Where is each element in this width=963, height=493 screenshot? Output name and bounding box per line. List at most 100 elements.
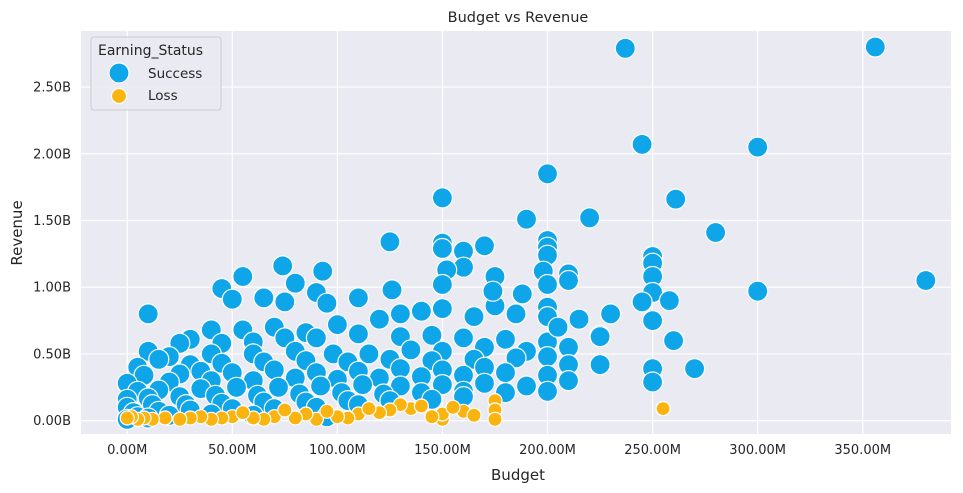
point-success bbox=[641, 371, 664, 393]
y-tick-label: 1.50B bbox=[33, 214, 71, 229]
x-tick-label: 100.00M bbox=[309, 443, 366, 458]
point-loss bbox=[487, 411, 503, 427]
y-tick-label: 2.50B bbox=[33, 81, 71, 96]
point-success bbox=[431, 187, 453, 209]
point-success bbox=[421, 324, 443, 346]
point-success bbox=[747, 280, 769, 302]
point-success bbox=[347, 323, 369, 345]
point-success bbox=[267, 376, 290, 398]
point-success bbox=[665, 188, 687, 210]
point-success bbox=[473, 235, 496, 257]
point-success bbox=[312, 260, 334, 282]
point-success bbox=[225, 376, 248, 398]
point-success bbox=[272, 255, 294, 277]
point-success bbox=[347, 287, 369, 309]
y-tick-label: 2.00B bbox=[33, 147, 71, 162]
point-success bbox=[536, 163, 559, 185]
x-tick-label: 250.00M bbox=[624, 443, 681, 458]
point-success bbox=[658, 290, 681, 312]
point-loss bbox=[361, 401, 377, 417]
x-tick-label: 50.00M bbox=[208, 443, 256, 458]
x-tick-label: 150.00M bbox=[414, 443, 471, 458]
point-success bbox=[536, 346, 559, 368]
point-loss bbox=[413, 398, 429, 414]
point-success bbox=[631, 133, 653, 155]
y-axis-ticks: 0.00B 0.50B 1.00B 1.50B 2.00B 2.50B bbox=[33, 81, 71, 430]
point-success bbox=[379, 231, 401, 253]
point-success bbox=[263, 359, 285, 381]
point-success bbox=[400, 339, 422, 361]
point-success bbox=[557, 370, 580, 392]
point-success bbox=[381, 279, 403, 301]
point-success bbox=[305, 327, 327, 349]
point-success bbox=[221, 288, 243, 310]
point-success bbox=[482, 280, 504, 302]
point-success bbox=[662, 330, 685, 352]
legend: Earning_Status Success Loss bbox=[90, 36, 222, 111]
point-success bbox=[511, 283, 533, 305]
point-success bbox=[431, 374, 453, 396]
x-tick-label: 350.00M bbox=[834, 443, 891, 458]
point-success bbox=[505, 303, 527, 325]
point-success bbox=[505, 347, 527, 369]
point-success bbox=[368, 308, 390, 330]
x-tick-label: 300.00M bbox=[729, 443, 786, 458]
x-tick-label: 200.00M bbox=[519, 443, 576, 458]
y-axis-title: Revenue bbox=[8, 200, 26, 265]
y-tick-label: 1.00B bbox=[33, 281, 71, 296]
point-success bbox=[316, 292, 338, 314]
point-success bbox=[704, 221, 727, 244]
point-success bbox=[631, 291, 653, 313]
legend-title: Earning_Status bbox=[98, 43, 203, 59]
point-success bbox=[148, 348, 170, 370]
point-loss bbox=[655, 401, 671, 417]
legend-marker-success bbox=[108, 62, 130, 84]
y-tick-label: 0.00B bbox=[33, 414, 71, 429]
point-loss bbox=[445, 399, 461, 415]
point-success bbox=[864, 36, 886, 58]
point-success bbox=[326, 314, 348, 336]
point-success bbox=[641, 310, 664, 332]
point-success bbox=[536, 380, 559, 402]
point-success bbox=[452, 327, 475, 349]
legend-label-success: Success bbox=[148, 66, 202, 82]
point-loss bbox=[287, 410, 303, 426]
point-success bbox=[232, 265, 254, 288]
x-tick-label: 0.00M bbox=[107, 443, 147, 458]
point-success bbox=[431, 273, 453, 296]
point-success bbox=[352, 374, 374, 396]
point-success bbox=[473, 372, 496, 394]
point-success bbox=[389, 303, 411, 325]
point-success bbox=[431, 237, 453, 260]
chart-title: Budget vs Revenue bbox=[448, 10, 589, 26]
legend-label-loss: Loss bbox=[148, 88, 178, 104]
point-success bbox=[310, 375, 332, 397]
series-success bbox=[116, 36, 937, 430]
point-success bbox=[547, 316, 569, 338]
point-success bbox=[494, 328, 517, 350]
point-success bbox=[557, 269, 580, 292]
point-loss bbox=[235, 405, 251, 421]
point-success bbox=[599, 303, 622, 325]
point-success bbox=[515, 208, 538, 230]
point-success bbox=[410, 300, 432, 322]
point-success bbox=[494, 362, 517, 384]
point-loss bbox=[424, 409, 440, 425]
point-success bbox=[915, 269, 937, 292]
point-success bbox=[284, 272, 306, 294]
point-success bbox=[137, 303, 159, 325]
y-tick-label: 0.50B bbox=[33, 347, 71, 362]
point-success bbox=[274, 291, 296, 313]
point-loss bbox=[119, 410, 135, 426]
point-success bbox=[515, 375, 538, 397]
point-success bbox=[358, 343, 380, 365]
point-loss bbox=[172, 411, 188, 427]
point-success bbox=[536, 273, 559, 296]
point-success bbox=[253, 287, 275, 309]
x-axis-title: Budget bbox=[491, 466, 545, 484]
point-success bbox=[463, 306, 485, 328]
point-success bbox=[589, 354, 611, 376]
point-success bbox=[431, 298, 453, 320]
point-loss bbox=[157, 410, 173, 426]
